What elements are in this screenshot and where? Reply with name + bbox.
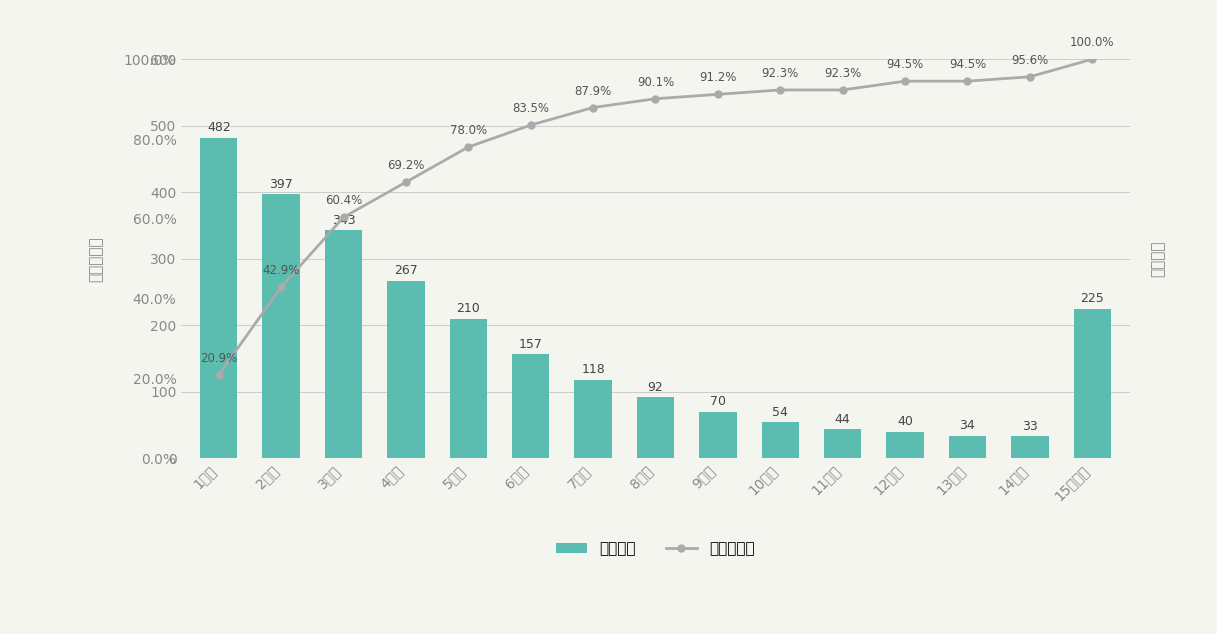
Text: 60.4%: 60.4% bbox=[325, 194, 363, 207]
累積妊娠率 bbox=[523, 121, 538, 129]
Text: 42.9%: 42.9% bbox=[263, 264, 299, 277]
Legend: 治療周期, 累積妊娠率: 治療周期, 累積妊娠率 bbox=[550, 535, 761, 562]
累積妊娠率 bbox=[336, 214, 350, 221]
Bar bbox=[263, 194, 299, 458]
Text: 482: 482 bbox=[207, 121, 231, 134]
累積妊娠率 bbox=[649, 95, 663, 103]
Text: 54: 54 bbox=[773, 406, 789, 419]
Text: 20.9%: 20.9% bbox=[200, 352, 237, 365]
Text: 397: 397 bbox=[269, 178, 293, 191]
Text: 92: 92 bbox=[647, 381, 663, 394]
累積妊娠率 bbox=[773, 86, 787, 94]
Text: 69.2%: 69.2% bbox=[387, 159, 425, 172]
累積妊娠率 bbox=[212, 371, 226, 378]
Bar bbox=[1011, 436, 1049, 458]
Text: 94.5%: 94.5% bbox=[949, 58, 986, 71]
Text: 91.2%: 91.2% bbox=[700, 72, 736, 84]
Text: 210: 210 bbox=[456, 302, 481, 315]
Text: 95.6%: 95.6% bbox=[1011, 54, 1049, 67]
Text: 92.3%: 92.3% bbox=[762, 67, 798, 80]
Text: 118: 118 bbox=[582, 363, 605, 377]
累積妊娠率 bbox=[1084, 55, 1099, 63]
累積妊娠率 bbox=[711, 91, 725, 98]
Bar bbox=[636, 397, 674, 458]
累積妊娠率 bbox=[835, 86, 849, 94]
Bar bbox=[574, 380, 612, 458]
Text: 34: 34 bbox=[959, 419, 975, 432]
Bar bbox=[200, 138, 237, 458]
Text: 33: 33 bbox=[1022, 420, 1038, 433]
Text: 157: 157 bbox=[518, 337, 543, 351]
Text: 90.1%: 90.1% bbox=[636, 75, 674, 89]
累積妊娠率 bbox=[898, 77, 913, 85]
Y-axis label: 実施件数: 実施件数 bbox=[1150, 240, 1166, 277]
Text: 92.3%: 92.3% bbox=[824, 67, 862, 80]
Bar bbox=[700, 411, 736, 458]
Text: 267: 267 bbox=[394, 264, 417, 277]
累積妊娠率 bbox=[1022, 73, 1037, 81]
Text: 40: 40 bbox=[897, 415, 913, 429]
Bar bbox=[325, 230, 363, 458]
Bar bbox=[1073, 309, 1111, 458]
Bar bbox=[886, 432, 924, 458]
Line: 累積妊娠率: 累積妊娠率 bbox=[215, 56, 1095, 378]
Text: 44: 44 bbox=[835, 413, 851, 425]
Bar bbox=[762, 422, 800, 458]
Text: 87.9%: 87.9% bbox=[574, 84, 612, 98]
Text: 343: 343 bbox=[332, 214, 355, 227]
Bar bbox=[387, 281, 425, 458]
Text: 83.5%: 83.5% bbox=[512, 102, 549, 115]
累積妊娠率 bbox=[274, 283, 288, 291]
Bar bbox=[512, 354, 549, 458]
Text: 100.0%: 100.0% bbox=[1070, 36, 1115, 49]
Text: 94.5%: 94.5% bbox=[886, 58, 924, 71]
累積妊娠率 bbox=[585, 104, 600, 112]
Text: 225: 225 bbox=[1081, 292, 1104, 306]
累積妊娠率 bbox=[399, 178, 414, 186]
累積妊娠率 bbox=[461, 143, 476, 151]
Bar bbox=[949, 436, 986, 458]
累積妊娠率 bbox=[960, 77, 975, 85]
Bar bbox=[449, 319, 487, 458]
Y-axis label: 累積妊娠率: 累積妊娠率 bbox=[88, 236, 103, 281]
Text: 70: 70 bbox=[710, 396, 725, 408]
Bar bbox=[824, 429, 862, 458]
Text: 78.0%: 78.0% bbox=[450, 124, 487, 137]
